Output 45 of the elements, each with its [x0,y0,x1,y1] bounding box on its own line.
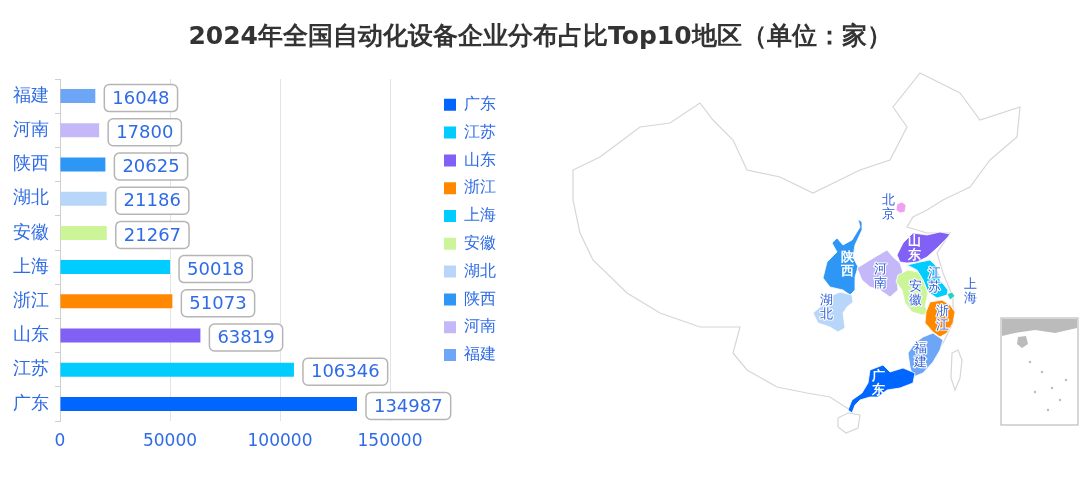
legend-label: 安徽 [464,232,496,252]
category-label: 广东 [870,367,885,397]
data-label: 106346 [310,360,380,382]
data-label: 134987 [373,394,443,416]
y-tick-label: 河南 [13,117,49,139]
category-label: 北京 [881,191,895,221]
category-label: 陕西 [839,248,855,278]
legend-label: 湖北 [464,260,496,280]
y-tick-label: 湖北 [13,186,49,208]
y-tick-label: 山东 [13,323,49,345]
data-label: 21267 [123,223,182,245]
x-tick-label: 150000 [357,429,423,450]
data-label: 16048 [112,86,170,108]
legend-label: 河南 [464,316,496,336]
category-label: 湖北 [819,291,833,321]
legend-label: 浙江 [464,177,496,197]
category-label: 上海 [963,275,977,305]
data-label: 51073 [189,291,247,313]
data-label: 21186 [123,189,181,211]
x-tick-label: 50000 [142,429,198,450]
legend-label: 福建 [464,344,496,364]
data-label: 20625 [122,155,180,177]
legend-label: 山东 [464,149,496,169]
y-tick-label: 陕西 [13,152,49,174]
x-tick-label: 100000 [247,429,313,450]
data-label: 63819 [217,326,275,348]
category-label: 浙江 [935,302,949,332]
y-tick-label: 安徽 [13,220,49,242]
text: 2024年全国自动化设备企业分布占比Top10地区（单位：家） [187,20,893,52]
category-label: 山东 [906,232,921,262]
legend-label: 陕西 [464,288,496,308]
y-tick-label: 浙江 [13,288,49,310]
y-tick-label: 江苏 [13,357,49,379]
legend-label: 广东 [464,93,496,113]
data-label: 50018 [187,257,245,279]
y-tick-label: 福建 [13,83,49,105]
legend-label: 江苏 [464,121,496,141]
legend-label: 上海 [464,205,496,225]
data-label: 17800 [116,120,174,142]
category-label: 安徽 [908,277,922,307]
category-label: 福建 [912,339,927,369]
y-tick-label: 广东 [13,391,49,413]
y-tick-label: 上海 [13,254,49,276]
category-label: 河南 [873,260,887,290]
x-tick-label: 0 [54,429,66,450]
